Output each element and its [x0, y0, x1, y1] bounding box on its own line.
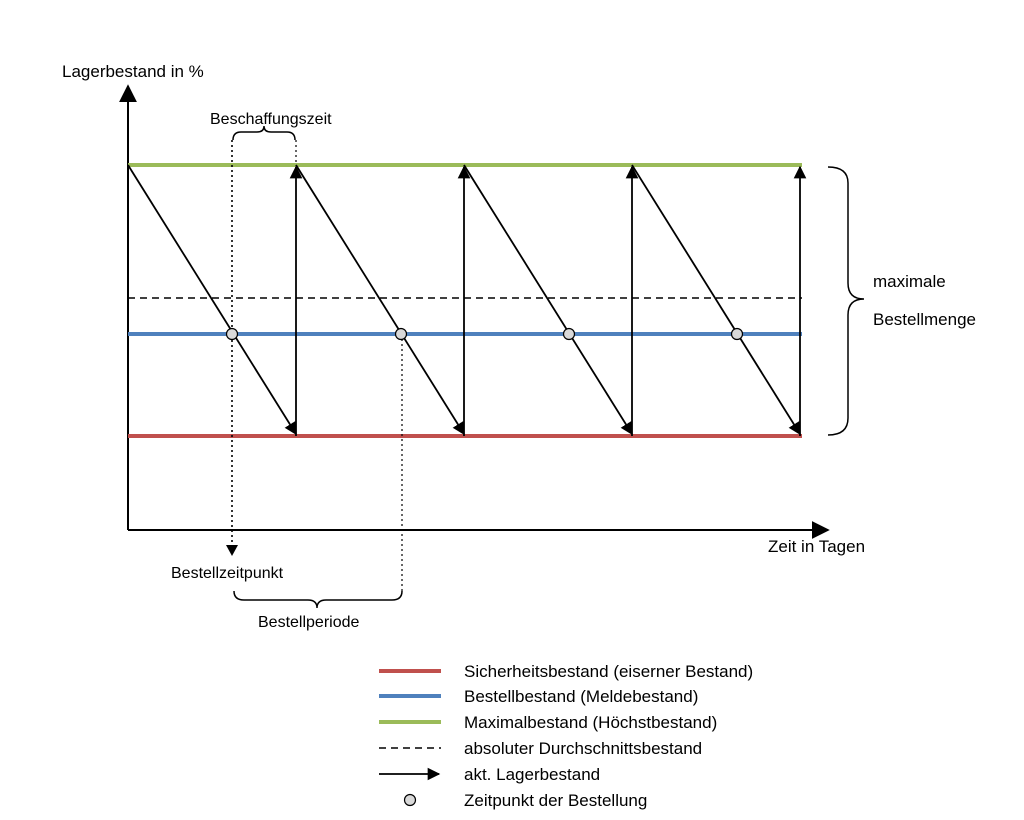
x-axis-label: Zeit in Tagen [768, 537, 865, 556]
legend-reorder-label: Bestellbestand (Meldebestand) [464, 687, 698, 706]
order-point-marker [394, 327, 408, 341]
y-axis-label: Lagerbestand in % [62, 62, 204, 81]
max-order-quantity-label-line1: maximale [873, 272, 946, 291]
legend: Sicherheitsbestand (eiserner Bestand) Be… [379, 662, 753, 810]
consumption-arrow [631, 164, 801, 436]
order-period-label: Bestellperiode [258, 614, 360, 631]
order-time-arrowhead [226, 545, 238, 556]
legend-safety-label: Sicherheitsbestand (eiserner Bestand) [464, 662, 753, 681]
max-order-quantity-brace [827, 166, 865, 436]
order-point-marker [562, 327, 576, 341]
order-point-marker [225, 327, 239, 341]
procurement-time-brace [232, 125, 296, 141]
legend-maximum-label: Maximalbestand (Höchstbestand) [464, 713, 717, 732]
order-period-brace [233, 590, 403, 609]
consumption-arrow [295, 164, 465, 436]
legend-circle-swatch [403, 793, 417, 807]
legend-circle-label: Zeitpunkt der Bestellung [464, 791, 647, 810]
legend-arrow-label: akt. Lagerbestand [464, 765, 600, 784]
max-order-quantity-label-line2: Bestellmenge [873, 310, 976, 329]
order-time-label: Bestellzeitpunkt [171, 565, 284, 582]
procurement-time-label: Beschaffungszeit [210, 111, 332, 128]
consumption-arrow [127, 164, 297, 436]
order-point-marker [730, 327, 744, 341]
legend-average-label: absoluter Durchschnittsbestand [464, 739, 702, 758]
consumption-arrow [463, 164, 633, 436]
